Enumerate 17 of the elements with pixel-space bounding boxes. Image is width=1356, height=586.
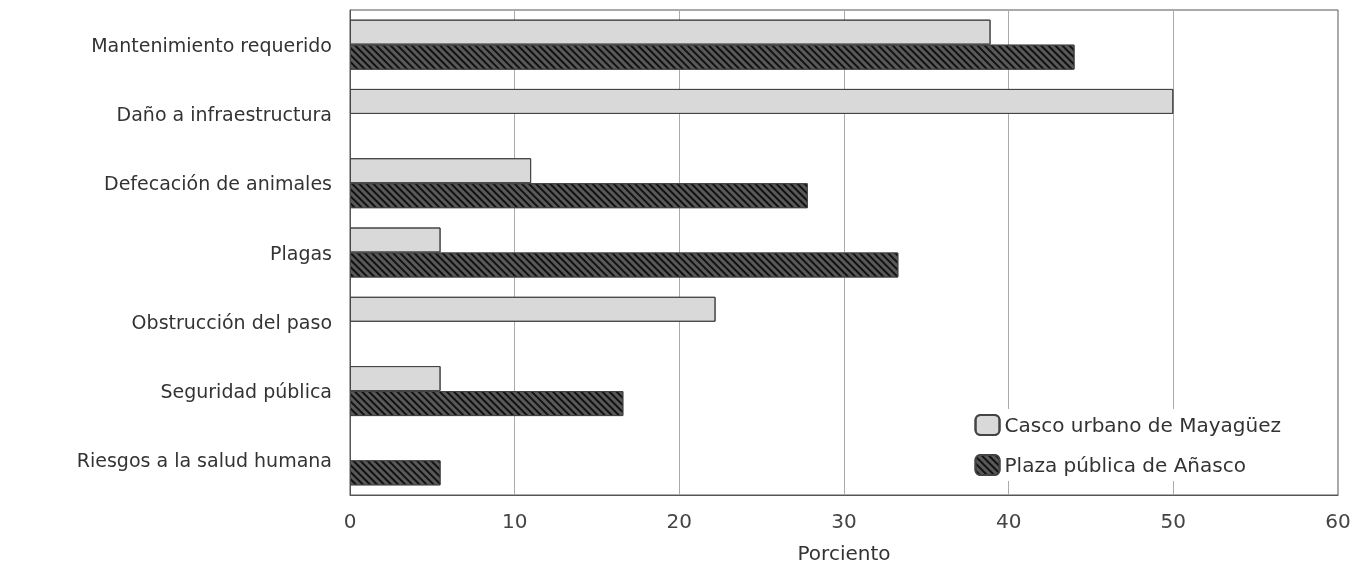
x-tick-label: 20: [666, 509, 693, 533]
x-tick-label: 30: [831, 509, 857, 533]
y-tick-label: Defecación de animales: [104, 172, 332, 195]
x-tick-label: 50: [1160, 509, 1187, 533]
y-tick-label: Plagas: [270, 241, 332, 264]
y-tick-label: Mantenimiento requerido: [91, 33, 332, 56]
y-tick-label: Riesgos a la salud humana: [76, 449, 332, 472]
y-tick-label: Obstrucción del paso: [131, 310, 332, 333]
x-tick-label: 10: [501, 509, 528, 533]
x-tick-label: 0: [343, 509, 357, 533]
legend-label: Casco urbano de Mayagüez: [1004, 413, 1281, 437]
y-tick-label: Daño a infraestructura: [116, 102, 332, 125]
y-tick-label: Seguridad pública: [160, 380, 332, 403]
x-tick-label: 40: [995, 509, 1022, 533]
x-tick-label: 60: [1325, 509, 1351, 533]
legend-label: Plaza pública de Añasco: [1004, 453, 1246, 477]
x-axis-title: Porciento: [797, 541, 891, 565]
